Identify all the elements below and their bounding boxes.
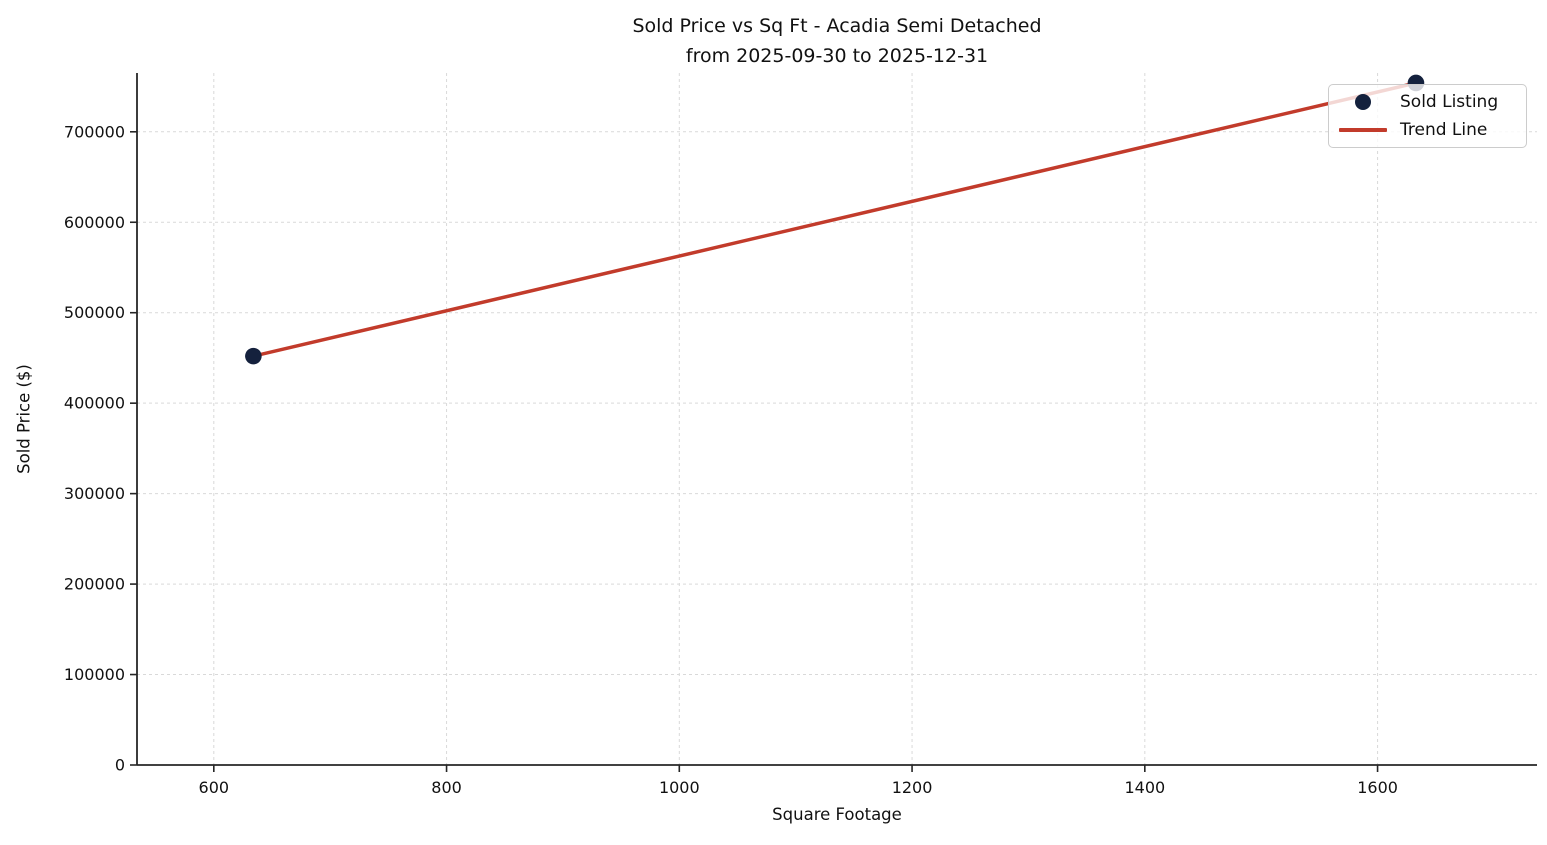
legend-handle [1339,94,1387,111]
y-tick-label: 300000 [64,484,125,503]
legend-label-trend-line: Trend Line [1400,119,1488,140]
trend-line [251,81,1418,358]
x-tick-label: 1400 [1124,778,1165,797]
y-tick-label: 500000 [64,303,125,322]
y-tick-label: 0 [115,756,125,775]
x-tick-label: 1000 [659,778,700,797]
x-tick-label: 800 [431,778,462,797]
trend-line-swatch-icon [1339,127,1387,132]
sold-listing-dot-icon [1355,94,1371,111]
legend-item-sold-listing: Sold Listing [1339,89,1516,115]
legend-handle [1339,127,1387,132]
y-tick-label: 700000 [64,122,125,141]
x-axis-label: Square Footage [772,805,902,824]
x-tick-label: 600 [199,778,230,797]
x-tick-label: 1200 [892,778,933,797]
data-point [245,347,262,365]
y-tick-label: 400000 [64,394,125,413]
y-tick-label: 600000 [64,213,125,232]
y-axis-label: Sold Price ($) [14,364,34,474]
x-tick-label: 1600 [1357,778,1398,797]
legend: Sold Listing Trend Line [1328,84,1527,148]
legend-label-sold-listing: Sold Listing [1400,92,1499,113]
chart-title-line1: Sold Price vs Sq Ft - Acadia Semi Detach… [632,15,1042,37]
y-tick-label: 200000 [64,575,125,594]
chart-title-line2: from 2025-09-30 to 2025-12-31 [685,45,989,67]
legend-item-trend-line: Trend Line [1339,117,1516,143]
chart-title: Sold Price vs Sq Ft - Acadia Semi Detach… [137,11,1537,71]
y-tick-label: 100000 [64,665,125,684]
